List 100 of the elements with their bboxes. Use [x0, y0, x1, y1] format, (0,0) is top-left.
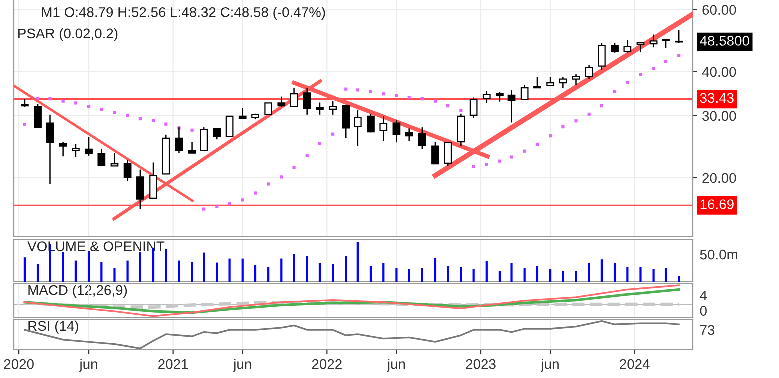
candlestick — [110, 152, 119, 167]
candlestick — [226, 116, 234, 138]
bar — [575, 271, 578, 282]
point — [356, 88, 360, 92]
candlestick — [46, 114, 54, 185]
y-tick-label: 30.00 — [702, 111, 736, 122]
bar — [498, 271, 502, 282]
candlestick — [508, 90, 516, 124]
candlestick — [650, 34, 658, 48]
text: 50.0m — [700, 250, 738, 260]
bar — [139, 252, 142, 282]
bar — [114, 268, 116, 282]
point — [395, 94, 398, 98]
bar — [524, 268, 526, 282]
point — [652, 66, 656, 70]
candlestick — [598, 42, 606, 71]
candlestick — [572, 74, 580, 86]
candlestick — [264, 102, 272, 116]
point — [241, 198, 244, 202]
x-tick-label: jun — [540, 359, 559, 372]
point — [434, 100, 438, 103]
bar — [280, 258, 283, 282]
bar — [36, 264, 40, 282]
bar — [242, 258, 244, 282]
text: 4 — [700, 290, 708, 301]
point — [100, 108, 104, 112]
bar — [396, 268, 398, 282]
candlestick — [238, 107, 247, 120]
candlestick — [380, 116, 388, 142]
point — [152, 119, 156, 122]
bar — [614, 263, 616, 282]
candlestick — [624, 40, 632, 54]
bar — [421, 268, 424, 282]
bar — [472, 269, 475, 282]
candlestick — [290, 88, 298, 108]
bar — [510, 263, 513, 282]
point — [664, 60, 668, 64]
candlestick — [520, 84, 529, 102]
candlestick — [675, 30, 684, 44]
candlestick — [150, 162, 158, 200]
candlestick — [200, 126, 208, 152]
point — [420, 98, 424, 101]
text: 73 — [700, 325, 715, 336]
candlestick — [559, 76, 568, 90]
candlestick — [392, 120, 401, 144]
bar — [345, 256, 348, 282]
x-tick-label: 2020 — [4, 359, 34, 370]
bar — [88, 251, 90, 282]
point — [408, 96, 411, 100]
bar — [652, 269, 655, 282]
candlestick — [34, 104, 42, 129]
point — [74, 102, 78, 105]
candlestick — [546, 76, 554, 87]
x-tick-label: jun — [387, 359, 406, 372]
bar — [203, 252, 206, 282]
bar — [678, 276, 680, 282]
point — [588, 112, 591, 116]
candlestick — [85, 136, 93, 157]
point — [202, 208, 206, 211]
point — [138, 117, 142, 121]
chart-title: RSI (14) — [28, 320, 78, 334]
point — [113, 111, 116, 114]
point — [87, 104, 91, 108]
bar — [370, 266, 372, 282]
point — [678, 54, 681, 58]
bar — [293, 254, 296, 282]
point — [126, 114, 130, 117]
point — [510, 156, 514, 159]
point — [613, 90, 617, 94]
point — [344, 88, 348, 91]
candlestick — [124, 159, 132, 182]
point — [600, 104, 604, 108]
point — [548, 134, 552, 138]
candlestick — [405, 128, 414, 142]
candlestick — [611, 42, 619, 54]
candlestick — [278, 96, 286, 108]
point — [254, 192, 258, 195]
point — [639, 73, 642, 76]
candlestick — [136, 169, 144, 210]
candlestick — [213, 128, 222, 140]
bar — [434, 258, 437, 282]
candlestick — [418, 126, 426, 150]
point — [306, 154, 309, 158]
bar — [408, 269, 410, 282]
bar — [62, 252, 64, 282]
bar — [486, 261, 488, 282]
bar — [254, 265, 257, 282]
candlestick — [496, 92, 504, 102]
candlestick — [342, 104, 350, 140]
point — [48, 98, 52, 101]
candlestick — [367, 113, 375, 134]
candlestick — [482, 90, 491, 104]
bar — [24, 258, 26, 282]
bar — [536, 266, 539, 282]
bar — [549, 269, 552, 282]
ref-line-label: 16.69 — [700, 200, 734, 210]
chart-title: MACD (12,26,9) — [28, 285, 128, 298]
bar — [447, 266, 450, 282]
candlestick — [470, 97, 478, 120]
candlestick — [303, 88, 312, 116]
